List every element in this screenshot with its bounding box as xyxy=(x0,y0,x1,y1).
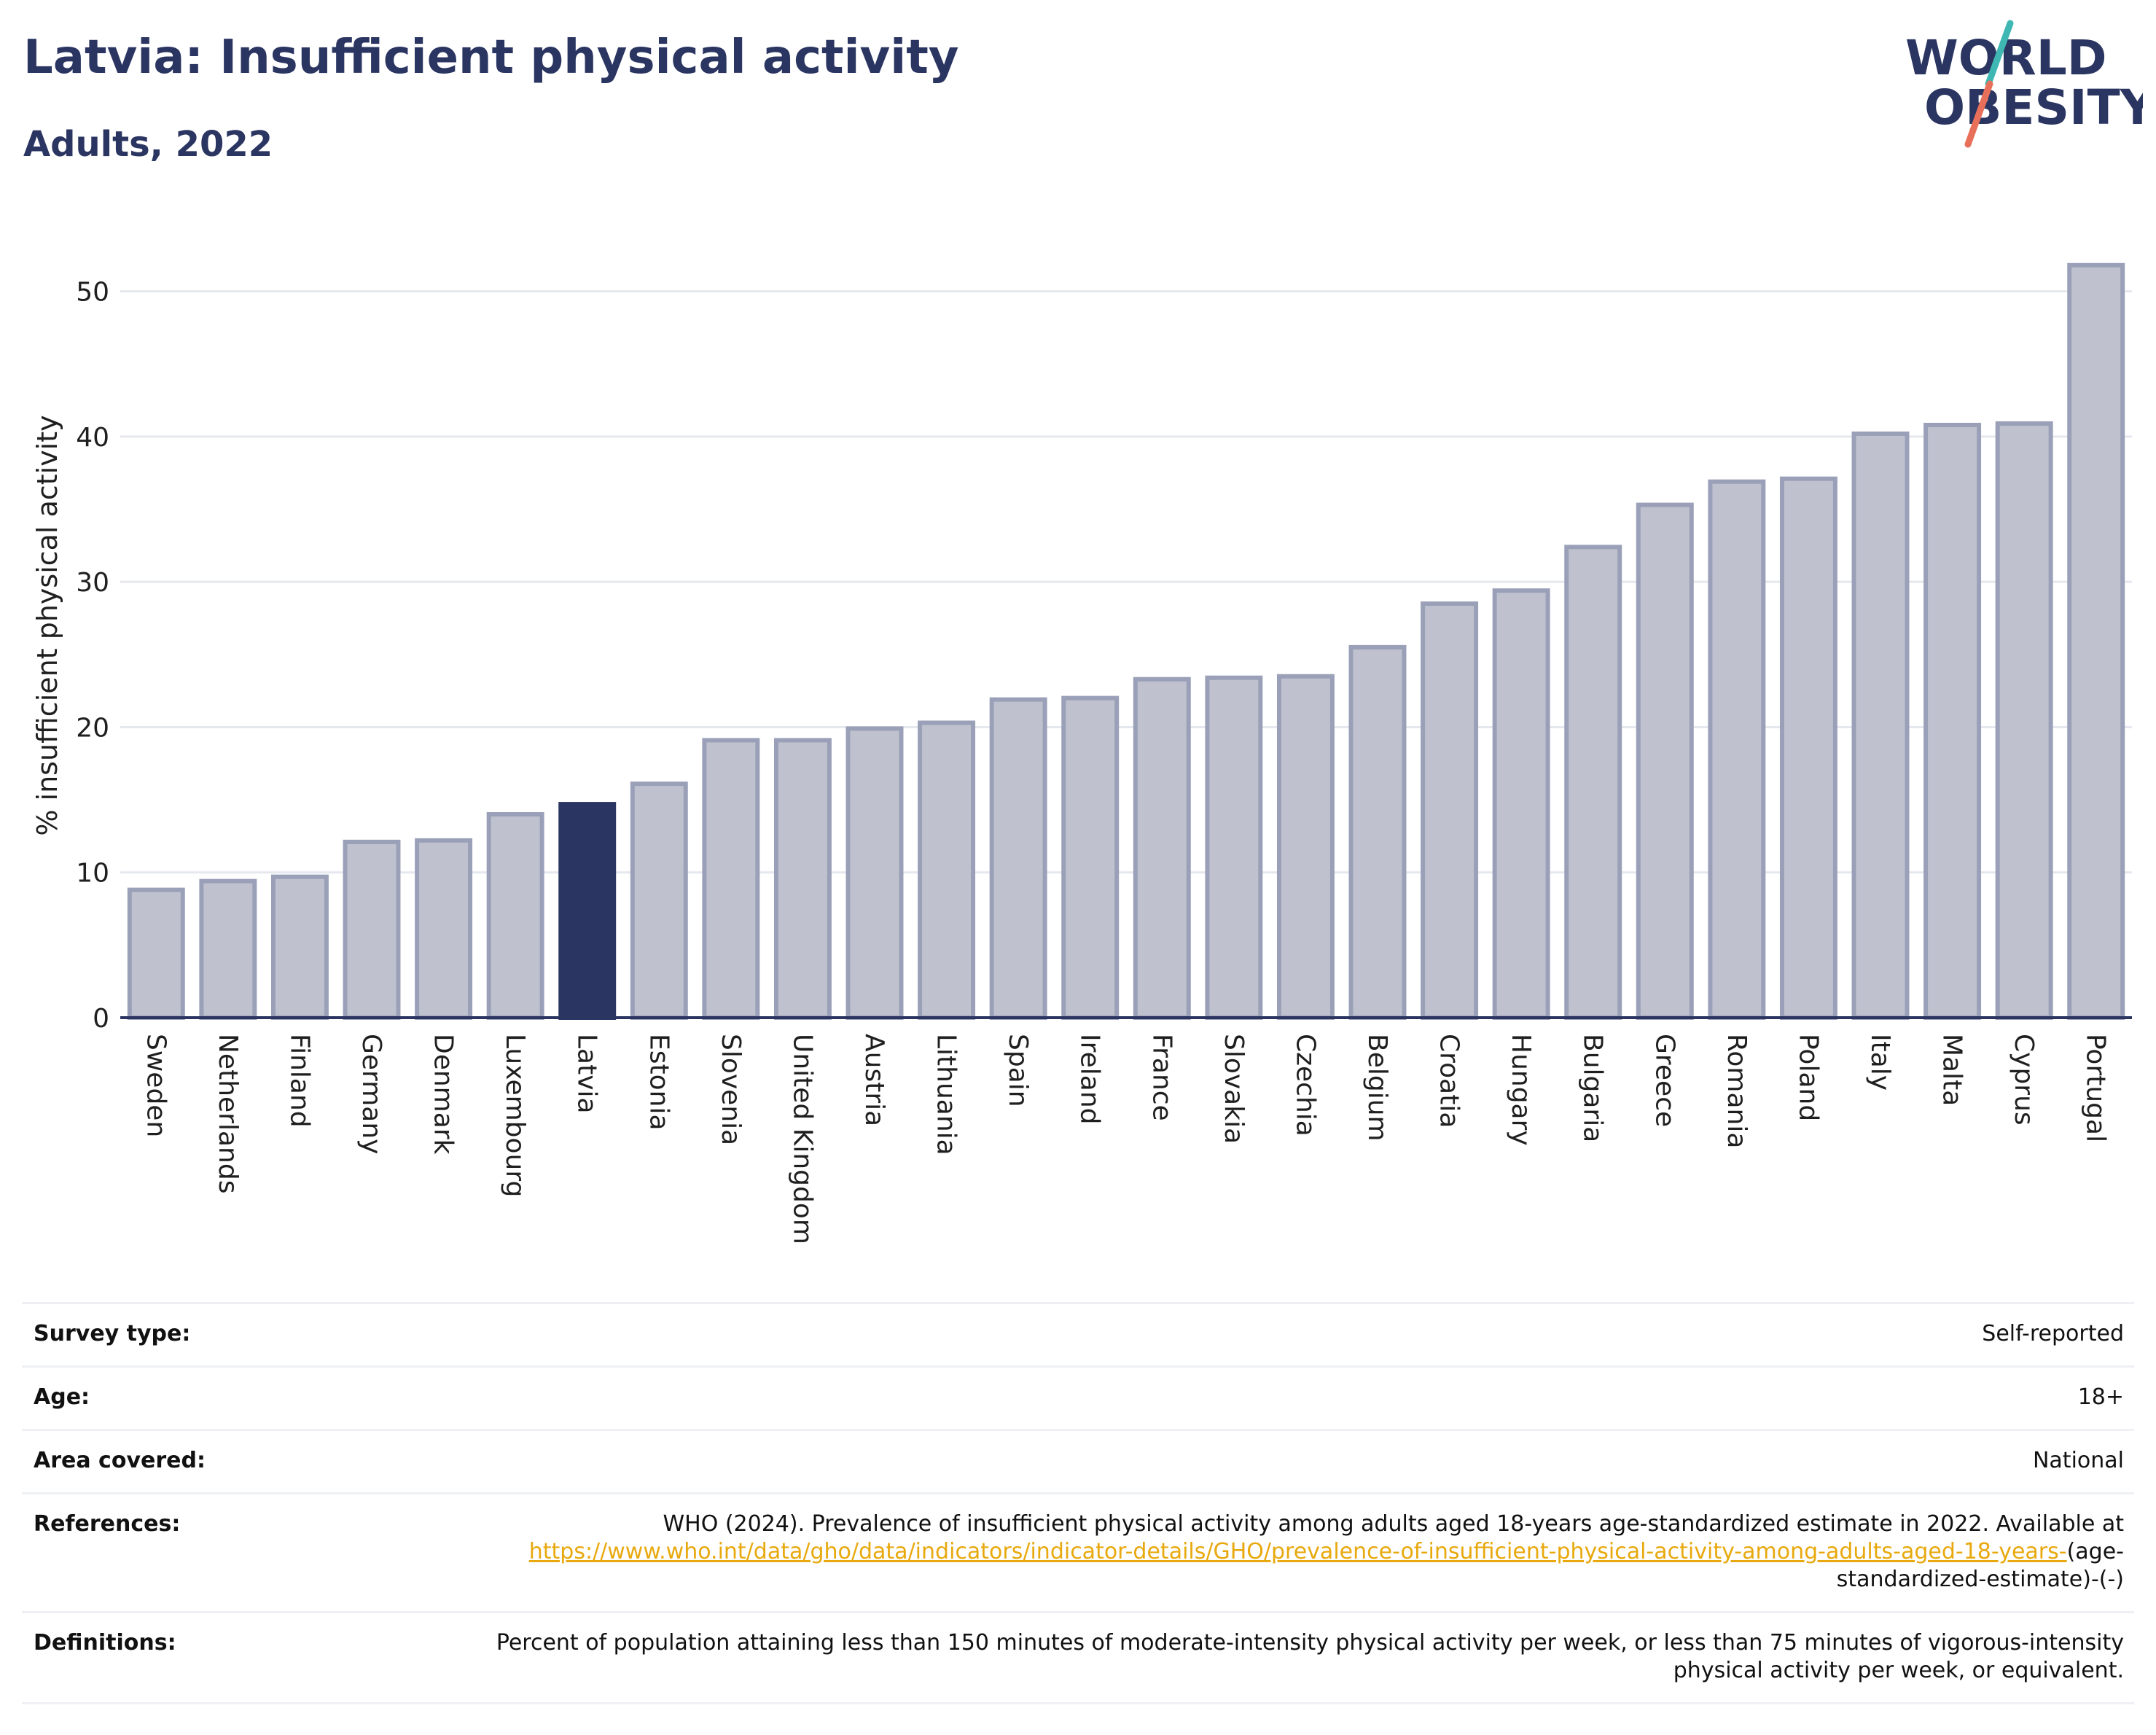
survey-type-value: Self-reported xyxy=(1982,1321,2124,1346)
info-row-survey-type: Survey type: Self-reported xyxy=(22,1304,2134,1368)
bar-luxembourg xyxy=(486,812,544,1020)
x-tick-label: Hungary xyxy=(1506,1034,1536,1146)
bars xyxy=(127,262,2125,1021)
bar-france xyxy=(1133,677,1191,1020)
x-tick-label: Luxembourg xyxy=(500,1034,530,1197)
y-tick-label: 40 xyxy=(76,423,109,453)
x-tick-label: Croatia xyxy=(1434,1034,1464,1128)
bar-italy xyxy=(1851,431,1910,1020)
x-tick-label: Austria xyxy=(859,1034,889,1126)
references-label: References: xyxy=(34,1511,181,1537)
bar-slovenia xyxy=(702,738,760,1020)
x-tick-label: Netherlands xyxy=(213,1034,243,1193)
bar-germany xyxy=(343,839,401,1020)
info-table: Survey type: Self-reported Age: 18+ Area… xyxy=(22,1302,2134,1704)
bar-ireland xyxy=(1061,695,1120,1020)
x-tick-label: France xyxy=(1147,1034,1176,1121)
bar-hungary xyxy=(1492,588,1550,1020)
logo-line2: OBESITY xyxy=(1924,79,2143,136)
x-tick-label: Poland xyxy=(1793,1034,1823,1121)
y-tick-label: 10 xyxy=(76,859,109,889)
logo-slash-teal xyxy=(1985,20,2014,87)
x-tick-label: Italy xyxy=(1865,1034,1895,1091)
x-tick-label: Germany xyxy=(356,1034,386,1154)
x-tick-label: Greece xyxy=(1649,1034,1679,1127)
bar-estonia xyxy=(630,781,688,1020)
info-row-area: Area covered: National xyxy=(22,1431,2134,1494)
y-tick-label: 20 xyxy=(76,713,109,743)
bar-denmark xyxy=(415,838,473,1021)
area-label: Area covered: xyxy=(34,1448,206,1473)
bar-chart: 0 10 20 30 40 50 Sweden Netherlands Finland Germ… xyxy=(31,262,2132,1244)
y-tick-label: 0 xyxy=(93,1004,109,1034)
info-row-references: References: WHO (2024). Prevalence of in… xyxy=(22,1494,2134,1613)
bar-slovakia xyxy=(1205,675,1263,1021)
bar-netherlands xyxy=(199,878,257,1020)
logo-slash-coral xyxy=(1964,80,1993,148)
info-row-definitions: Definitions: Percent of population attai… xyxy=(22,1613,2134,1704)
x-tick-label: Slovenia xyxy=(716,1034,746,1145)
y-axis-label: % insufficient physical activity xyxy=(31,415,63,835)
y-tick-label: 50 xyxy=(76,278,109,308)
x-tick-label: Latvia xyxy=(572,1034,602,1114)
bar-latvia xyxy=(558,802,617,1020)
bar-sweden xyxy=(127,887,185,1021)
x-tick-label: Sweden xyxy=(141,1034,171,1137)
bar-bulgaria xyxy=(1564,545,1622,1020)
x-tick-label: Malta xyxy=(1937,1034,1967,1106)
bar-malta xyxy=(1923,422,1982,1020)
x-tick-label: Portugal xyxy=(2081,1034,2111,1142)
y-axis-ticks: 0 10 20 30 40 50 xyxy=(76,278,109,1034)
age-label: Age: xyxy=(34,1384,90,1410)
x-axis-ticks: Sweden Netherlands Finland Germany Denmark Lu… xyxy=(141,1034,2110,1244)
age-value: 18+ xyxy=(2077,1384,2124,1410)
x-tick-label: Estonia xyxy=(644,1034,673,1131)
area-value: National xyxy=(2032,1448,2124,1473)
definitions-label: Definitions: xyxy=(34,1630,176,1656)
bar-portugal xyxy=(2067,262,2125,1021)
x-tick-label: Lithuania xyxy=(931,1034,961,1155)
y-tick-label: 30 xyxy=(76,568,109,598)
page-subtitle: Adults, 2022 xyxy=(23,124,273,165)
survey-type-label: Survey type: xyxy=(34,1321,191,1346)
x-tick-label: United Kingdom xyxy=(787,1034,817,1244)
bar-finland xyxy=(270,874,329,1020)
page-title: Latvia: Insufficient physical activity xyxy=(23,31,959,85)
bar-czechia xyxy=(1276,674,1335,1021)
x-tick-label: Czechia xyxy=(1290,1034,1320,1136)
x-tick-label: Denmark xyxy=(429,1034,458,1155)
bar-romania xyxy=(1708,479,1766,1020)
bar-austria xyxy=(845,726,904,1020)
world-obesity-logo: WORLD OBESITY xyxy=(1905,20,2143,148)
x-tick-label: Spain xyxy=(1003,1034,1033,1107)
bar-united-kingdom xyxy=(773,738,832,1020)
bar-spain xyxy=(989,697,1047,1020)
bar-greece xyxy=(1636,502,1694,1020)
x-tick-label: Belgium xyxy=(1362,1034,1392,1142)
references-link[interactable]: https://www.who.int/data/gho/data/indica… xyxy=(528,1539,2067,1564)
x-tick-label: Bulgaria xyxy=(1578,1034,1608,1142)
bar-poland xyxy=(1779,476,1837,1020)
x-tick-label: Romania xyxy=(1722,1034,1751,1148)
info-row-age: Age: 18+ xyxy=(22,1368,2134,1431)
x-tick-label: Ireland xyxy=(1075,1034,1105,1125)
bar-belgium xyxy=(1348,644,1407,1020)
definitions-value: Percent of population attaining less tha… xyxy=(496,1630,2124,1683)
bar-croatia xyxy=(1421,601,1479,1020)
references-suffix: (age-standardized-estimate)-(-) xyxy=(1836,1539,2124,1592)
references-value: WHO (2024). Prevalence of insufficient p… xyxy=(448,1510,2124,1594)
x-tick-label: Finland xyxy=(284,1034,314,1128)
references-text: WHO (2024). Prevalence of insufficient p… xyxy=(663,1511,2124,1537)
x-tick-label: Cyprus xyxy=(2009,1034,2039,1126)
bar-lithuania xyxy=(918,720,976,1021)
bar-cyprus xyxy=(1995,421,2053,1020)
x-tick-label: Slovakia xyxy=(1219,1034,1249,1144)
